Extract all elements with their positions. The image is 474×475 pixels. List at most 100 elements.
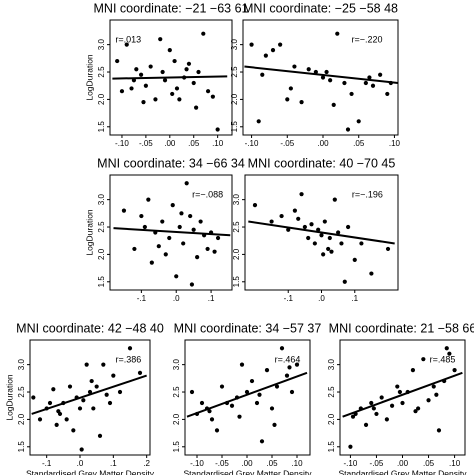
- point: [153, 97, 158, 102]
- point: [91, 406, 96, 411]
- point: [237, 414, 242, 419]
- point: [284, 373, 290, 378]
- x-tick-label: .1: [110, 459, 117, 468]
- point: [356, 119, 361, 124]
- plot-frame: [109, 174, 233, 291]
- point: [198, 219, 203, 224]
- point: [249, 42, 254, 47]
- annotation: r=−.196: [352, 189, 383, 199]
- x-tick-label: .00: [241, 459, 253, 468]
- x-tick-label: .2: [143, 459, 150, 468]
- point: [444, 346, 449, 351]
- point: [306, 235, 311, 241]
- y-tick-label: 1.5: [97, 276, 106, 288]
- point: [54, 422, 59, 427]
- point: [156, 244, 161, 249]
- point: [263, 53, 268, 58]
- x-tick-label: -.05: [139, 139, 153, 148]
- point: [385, 91, 390, 97]
- point: [296, 216, 301, 221]
- point: [269, 219, 274, 224]
- annotation: r=−.088: [192, 189, 223, 199]
- point: [306, 67, 311, 72]
- point: [158, 37, 163, 42]
- point: [342, 80, 347, 86]
- point: [214, 428, 220, 433]
- point: [319, 233, 324, 238]
- annotation: r=.464: [275, 354, 301, 364]
- y-tick-label: 3.0: [17, 359, 26, 371]
- y-tick-label: 2.0: [97, 248, 106, 260]
- x-tick-label: .1: [208, 294, 215, 303]
- chart-title: MNI coordinate: 21 −58 66: [329, 321, 474, 335]
- point: [320, 75, 326, 80]
- point: [167, 48, 172, 53]
- point: [299, 100, 304, 105]
- point: [385, 246, 391, 252]
- point: [256, 119, 261, 124]
- point: [84, 362, 89, 367]
- point: [138, 72, 144, 77]
- point: [331, 102, 336, 107]
- point: [142, 224, 147, 230]
- point: [67, 384, 73, 389]
- plot-frame: [29, 339, 151, 456]
- x-tick-label: -.10: [245, 139, 259, 148]
- point: [170, 203, 175, 208]
- y-tick-label: 2.0: [327, 413, 336, 425]
- point: [129, 86, 134, 91]
- y-tick-label: 3.0: [97, 39, 106, 51]
- y-tick-label: 2.5: [232, 221, 241, 233]
- point: [270, 48, 276, 53]
- point: [47, 400, 53, 406]
- point: [254, 400, 260, 406]
- y-tick-label: 3.0: [97, 194, 106, 206]
- point: [77, 406, 83, 411]
- point: [324, 69, 329, 75]
- point: [115, 58, 120, 64]
- y-tick-label: 2.0: [172, 413, 181, 425]
- x-tick-label: -.05: [370, 459, 384, 468]
- point: [134, 67, 139, 72]
- y-tick-label: 2.5: [327, 386, 336, 398]
- point: [410, 368, 416, 373]
- x-tick-label: .1: [351, 294, 358, 303]
- point: [335, 31, 340, 36]
- point: [400, 400, 405, 406]
- point: [288, 86, 293, 91]
- x-tick-label: .00: [397, 459, 409, 468]
- annotation: r=−.220: [351, 34, 382, 44]
- x-tick-label: -.10: [190, 459, 204, 468]
- panel: MNI coordinate: −25 −58 48 -.10 -.05 .00 .05…: [230, 1, 400, 148]
- y-tick-label: 1.5: [230, 121, 239, 133]
- point: [321, 252, 326, 257]
- point: [229, 403, 235, 408]
- point: [257, 392, 262, 397]
- panel: MNI coordinate: 21 −58 66 -.10 -.05 .00 .05.…: [327, 321, 474, 475]
- point: [184, 67, 189, 72]
- y-tick-label: 2.5: [17, 386, 26, 398]
- point: [94, 384, 99, 389]
- y-tick-label: 1.5: [232, 276, 241, 288]
- x-tick-label: -.1: [137, 294, 147, 303]
- point: [121, 208, 127, 213]
- point: [184, 181, 189, 186]
- point: [309, 222, 314, 227]
- point: [302, 224, 307, 230]
- point: [416, 406, 421, 411]
- y-tick-label: 3.0: [230, 39, 239, 51]
- x-tick-label: .10: [449, 459, 461, 468]
- point: [199, 400, 205, 406]
- x-tick-label: .10: [389, 139, 401, 148]
- point: [397, 389, 402, 395]
- trendline: [112, 75, 228, 80]
- chart-title: MNI coordinate: −25 −58 48: [243, 1, 398, 15]
- y-tick-label: 3.0: [327, 359, 336, 371]
- x-tick-label: .05: [423, 459, 435, 468]
- point: [395, 384, 400, 389]
- chart-title: MNI coordinate: 42 −48 40: [16, 321, 164, 335]
- y-tick-label: 3.0: [232, 194, 241, 206]
- point: [421, 357, 426, 362]
- point: [160, 69, 165, 75]
